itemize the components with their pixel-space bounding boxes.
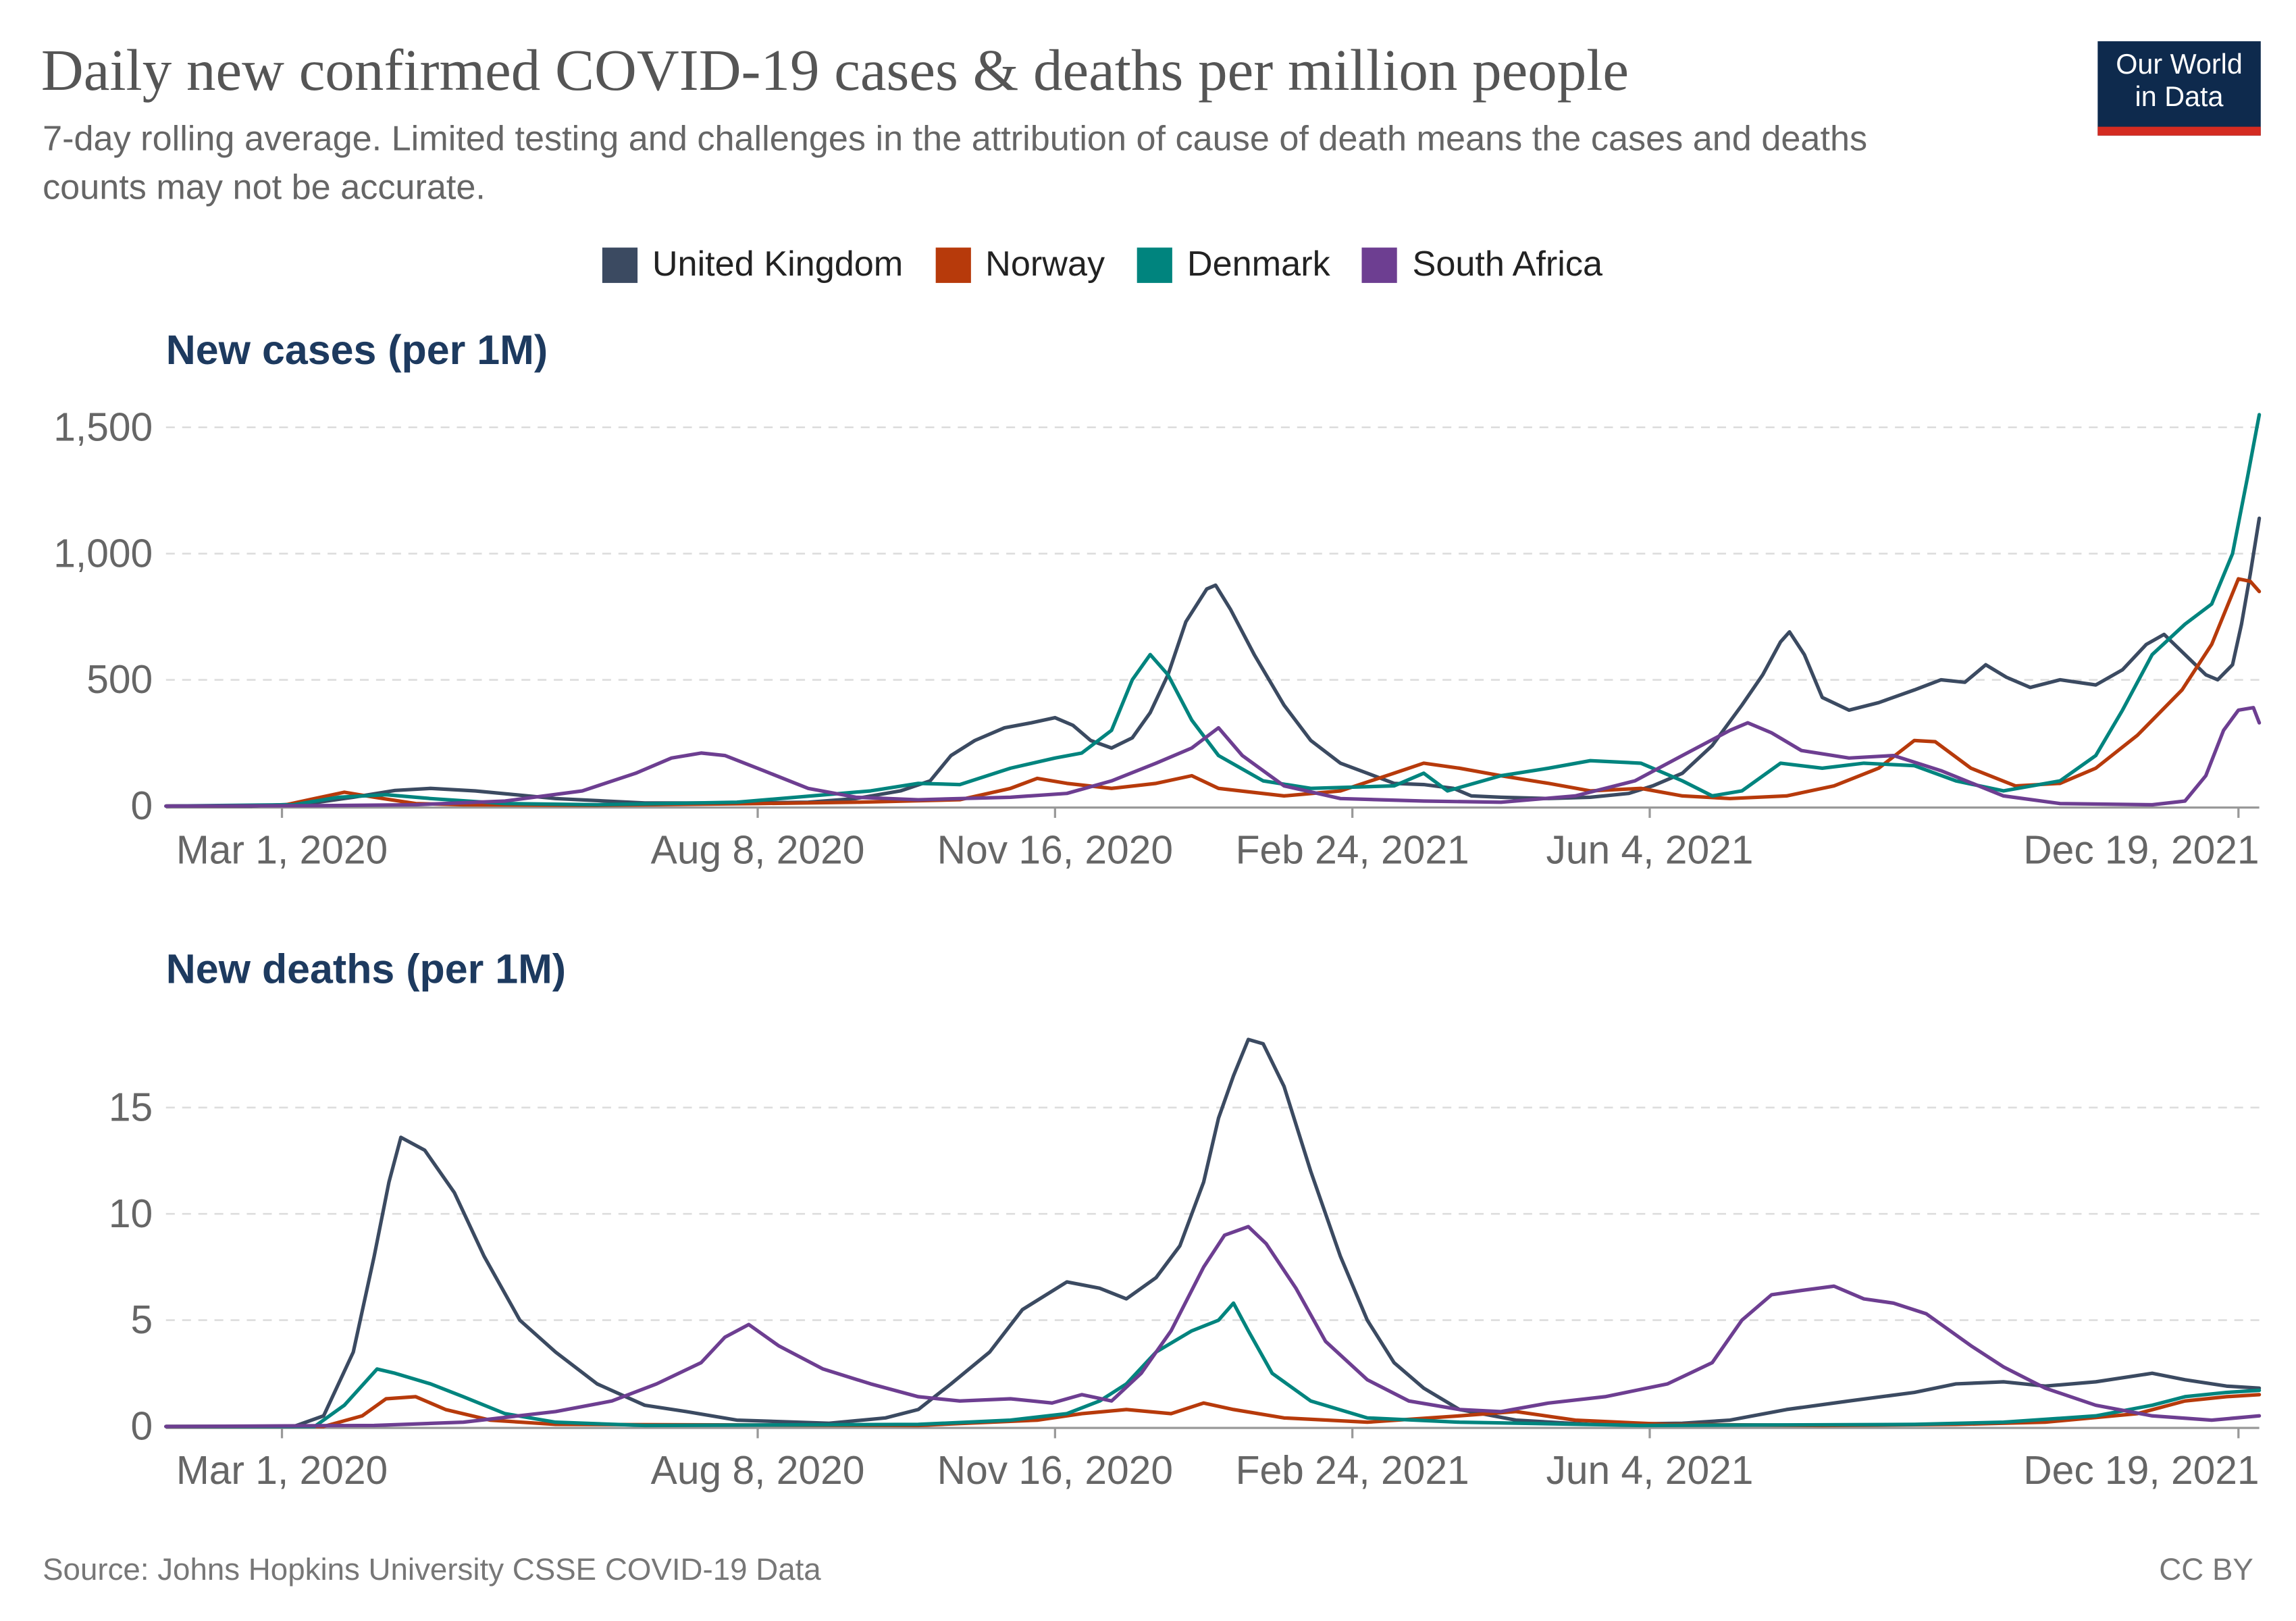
cases-chart: 0 500 1,000 1,500 Mar 1, 2020 Aug 8, 2020 Nov … xyxy=(53,405,2262,873)
y-tick-label: 1,500 xyxy=(53,405,153,449)
x-tick-label: Mar 1, 2020 xyxy=(176,828,388,872)
cases-panel-title: New cases (per 1M) xyxy=(165,327,548,373)
deaths-chart: 0 5 10 15 Mar 1, 2020 Aug 8, 2020 Nov 16, 2020… xyxy=(109,1037,2262,1493)
x-tick-label: Jun 4, 2021 xyxy=(1546,1449,1754,1493)
x-tick-label: Nov 16, 2020 xyxy=(937,828,1173,872)
license-link[interactable]: CC BY xyxy=(2159,1553,2253,1587)
series-line-united-kingdom xyxy=(164,1037,2262,1429)
logo-line-2: in Data xyxy=(2135,82,2224,113)
y-tick-label: 0 xyxy=(131,1405,153,1449)
chart-subtitle: 7-day rolling average. Limited testing a… xyxy=(43,119,1868,208)
source-note: Source: Johns Hopkins University CSSE CO… xyxy=(43,1553,821,1587)
series-line-denmark xyxy=(164,413,2262,808)
y-tick-label: 0 xyxy=(131,784,153,828)
series-line-south-africa xyxy=(164,706,2262,808)
y-tick-label: 10 xyxy=(109,1192,153,1236)
x-tick-label: Feb 24, 2021 xyxy=(1236,1449,1469,1493)
legend-swatch xyxy=(935,247,971,283)
series-line-denmark xyxy=(164,1301,2262,1429)
x-tick-label: Mar 1, 2020 xyxy=(176,1449,388,1493)
y-tick-label: 5 xyxy=(131,1298,153,1342)
series-line-united-kingdom xyxy=(164,516,2262,808)
legend-label: Denmark xyxy=(1186,245,1330,285)
legend-label: United Kingdom xyxy=(652,245,904,285)
x-tick-label: Jun 4, 2021 xyxy=(1546,828,1754,872)
x-tick-label: Dec 19, 2021 xyxy=(2023,1449,2259,1493)
x-tick-label: Aug 8, 2020 xyxy=(651,1449,865,1493)
legend: United Kingdom Norway Denmark South Afri… xyxy=(602,245,1635,286)
legend-label: South Africa xyxy=(1412,245,1603,285)
legend-item-norway[interactable]: Norway xyxy=(935,245,1105,286)
legend-item-united-kingdom[interactable]: United Kingdom xyxy=(602,245,903,286)
chart-title: Daily new confirmed COVID-19 cases & dea… xyxy=(41,36,1629,103)
y-tick-label: 500 xyxy=(86,658,153,702)
legend-label: Norway xyxy=(985,245,1105,285)
owid-logo[interactable]: Our World in Data xyxy=(2097,41,2261,136)
legend-swatch xyxy=(1362,247,1398,283)
logo-line-1: Our World xyxy=(2116,50,2243,81)
x-tick-label: Dec 19, 2021 xyxy=(2023,828,2259,872)
legend-swatch xyxy=(1137,247,1173,283)
x-tick-label: Nov 16, 2020 xyxy=(937,1449,1173,1493)
y-tick-label: 1,000 xyxy=(53,532,153,575)
legend-swatch xyxy=(602,247,638,283)
y-tick-label: 15 xyxy=(109,1085,153,1129)
x-tick-label: Feb 24, 2021 xyxy=(1236,828,1469,872)
deaths-panel-title: New deaths (per 1M) xyxy=(165,946,567,992)
series-line-south-africa xyxy=(164,1225,2262,1429)
legend-item-denmark[interactable]: Denmark xyxy=(1137,245,1330,286)
x-tick-label: Aug 8, 2020 xyxy=(651,828,865,872)
legend-item-south-africa[interactable]: South Africa xyxy=(1362,245,1603,286)
